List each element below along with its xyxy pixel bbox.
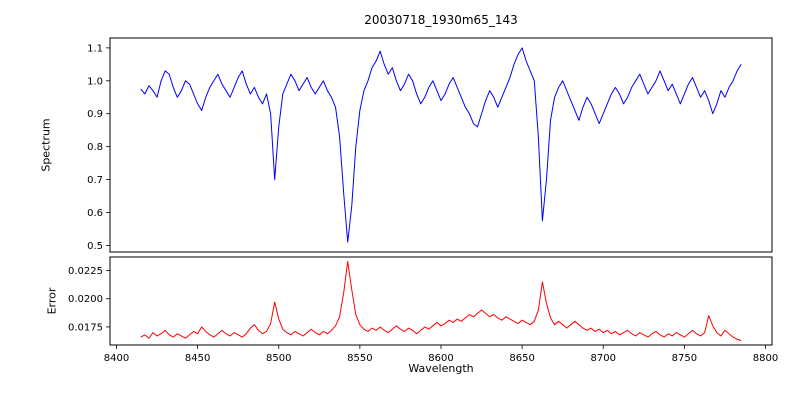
x-tick-label: 8750 (672, 353, 697, 364)
axes-frame-0 (109, 37, 773, 253)
y-tick-label: 1.1 (87, 43, 103, 54)
spectrum-line (140, 47, 742, 243)
y-tick-label: 0.8 (87, 142, 103, 153)
y-tick-label: 0.0175 (68, 322, 103, 333)
y-tick-label: 0.0225 (68, 266, 103, 277)
x-tick-label: 8650 (509, 353, 534, 364)
y-tick-label: 0.7 (87, 175, 103, 186)
y-tick-label: 0.6 (87, 208, 103, 219)
y-tick-label: 0.5 (87, 241, 103, 252)
y-tick-label: 1.0 (87, 76, 103, 87)
x-axis-label: Wavelength (408, 362, 474, 375)
x-tick-label: 8600 (428, 353, 453, 364)
x-tick-label: 8700 (591, 353, 616, 364)
axes-frame-1 (109, 256, 773, 346)
x-tick-label: 8550 (347, 353, 372, 364)
y-tick-label: 0.0200 (68, 294, 103, 305)
x-tick-label: 8450 (185, 353, 210, 364)
y-tick-label: 0.9 (87, 109, 103, 120)
x-tick-label: 8800 (753, 353, 778, 364)
error-line (140, 261, 742, 341)
x-tick-label: 8400 (104, 353, 129, 364)
x-tick-label: 8500 (266, 353, 291, 364)
chart-title: 20030718_1930m65_143 (364, 13, 518, 27)
